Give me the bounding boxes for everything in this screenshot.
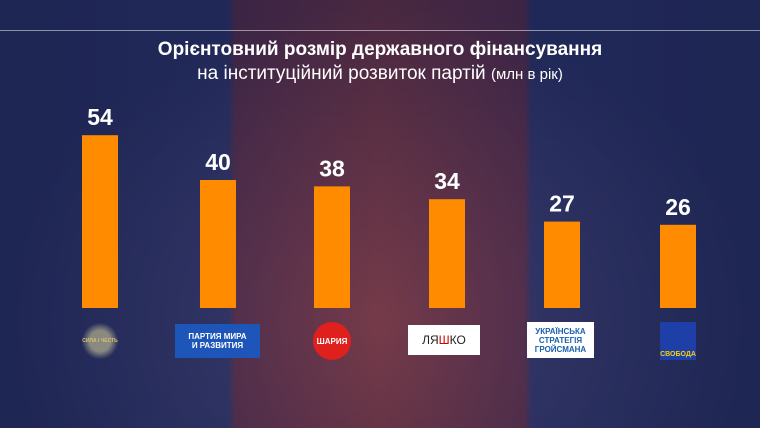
unit-label: (млн в рік) xyxy=(490,66,563,83)
bar-2 xyxy=(200,180,236,308)
data-label-6: 26 xyxy=(665,194,691,220)
data-label-5: 27 xyxy=(549,191,575,217)
bar-1 xyxy=(82,135,118,308)
logo-lyashko: ЛЯ Ш КО xyxy=(408,325,480,355)
logo-syla-i-chest: СИЛА І ЧЕСТЬ xyxy=(82,322,118,360)
title-line: Орієнтовний розмір державного фінансуван… xyxy=(157,39,603,60)
logo-shariy: ШАРИЯ xyxy=(313,322,351,360)
bar-3 xyxy=(314,186,350,308)
chart-title: Орієнтовний розмір державного фінансуван… xyxy=(0,38,760,87)
logo-partiya-mira: ПАРТИЯ МИРА И РАЗВИТИЯ xyxy=(175,324,260,358)
bar-5 xyxy=(544,221,580,308)
data-label-4: 34 xyxy=(434,168,460,194)
bar-6 xyxy=(660,224,696,308)
data-label-3: 38 xyxy=(319,155,345,181)
divider xyxy=(0,30,760,31)
logo-svoboda: СВОБОДА xyxy=(660,322,696,360)
subtitle: на інституційний розвиток партій xyxy=(197,63,486,84)
logo-groisman: УКРАЇНСЬКА СТРАТЕГІЯ ГРОЙСМАНА xyxy=(527,322,594,358)
data-label-1: 54 xyxy=(87,104,113,130)
bar-4 xyxy=(429,199,465,308)
data-label-2: 40 xyxy=(205,149,231,175)
